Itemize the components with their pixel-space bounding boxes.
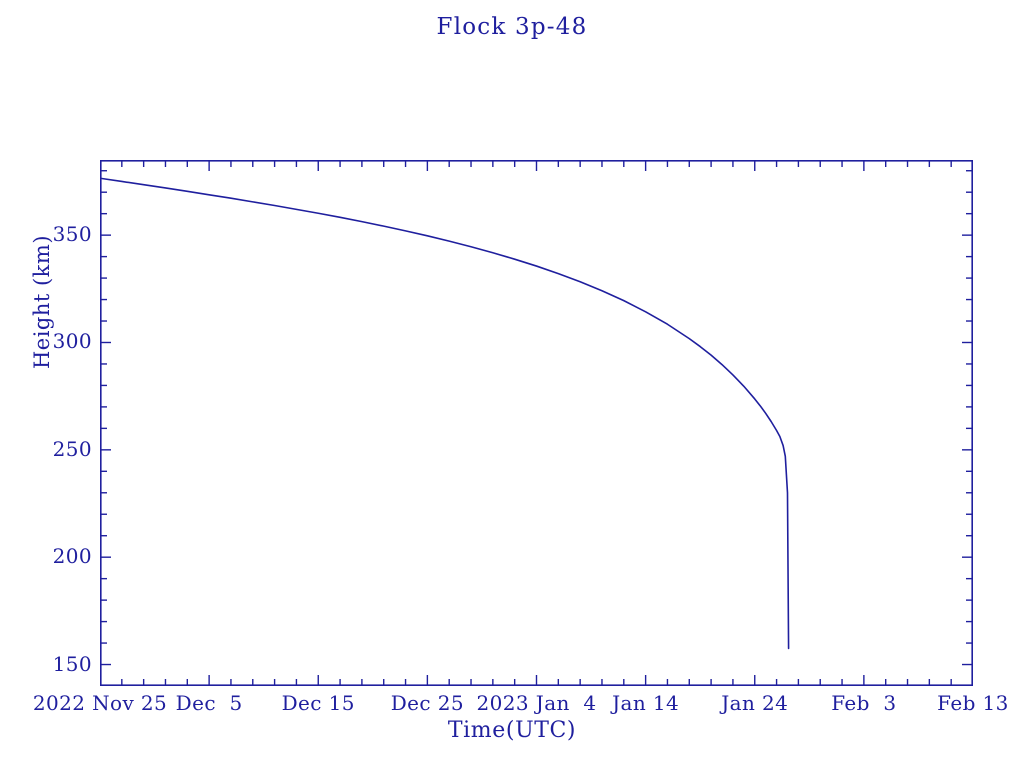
x-axis-tick-label: Dec 5 — [175, 691, 243, 715]
height-decay-line — [100, 177, 790, 650]
plot-area — [100, 160, 973, 686]
page-title: Flock 3p-48 — [436, 14, 588, 40]
x-axis-tick-label: Jan 14 — [612, 691, 680, 715]
axis-ticks — [100, 160, 973, 686]
x-axis-tick-label: 2022 Nov 25 — [32, 691, 168, 715]
x-axis-tick-label: Dec 15 — [281, 691, 355, 715]
y-axis-tick-labels: 150 200 250 300 350 — [30, 0, 92, 768]
y-axis-tick-label: 250 — [52, 436, 92, 461]
y-axis-tick-label: 150 — [52, 651, 92, 676]
x-axis-tick-label: Jan 24 — [721, 691, 789, 715]
plot-svg — [100, 160, 973, 686]
x-axis-tick-label: Feb 13 — [937, 691, 1009, 715]
y-axis-tick-label: 200 — [52, 544, 92, 569]
y-axis-tick-label: 300 — [52, 329, 92, 354]
y-axis-tick-label: 350 — [52, 222, 92, 247]
x-axis-tick-label: Feb 3 — [831, 691, 897, 715]
x-axis-title: Time(UTC) — [447, 718, 577, 743]
x-axis-tick-label: Dec 25 — [390, 691, 465, 715]
x-axis-tick-label: 2023 Jan 4 — [476, 691, 597, 715]
plot-frame — [100, 160, 973, 686]
